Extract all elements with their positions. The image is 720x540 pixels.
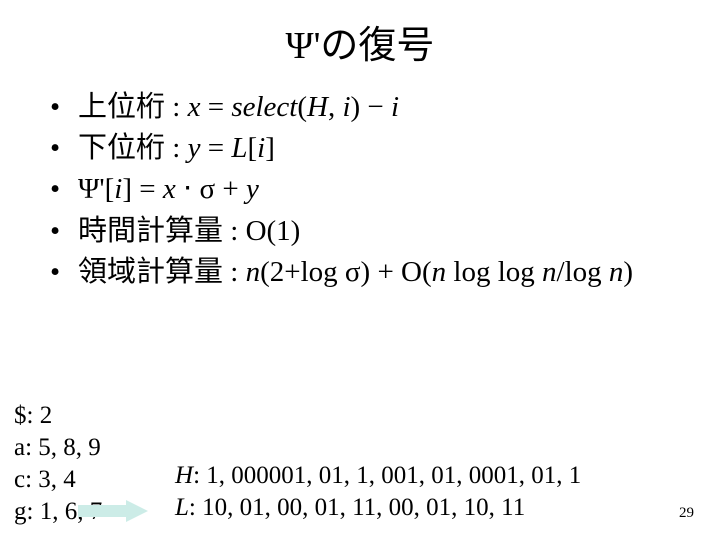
bullet-item: • 領域計算量 : n(2+log σ) + O(n log log n/log… — [50, 252, 710, 293]
h-encoding: H: 1, 000001, 01, 1, 001, 01, 0001, 01, … — [175, 460, 581, 492]
bullet-item: • 時間計算量 : O(1) — [50, 211, 710, 252]
arrow-icon — [78, 500, 148, 522]
title-text: Ψ'の復号 — [286, 25, 435, 67]
bullet-item: • 上位桁 : x = select(H, i) − i — [50, 87, 710, 128]
bullet-marker: • — [50, 252, 78, 293]
slide-title: Ψ'の復号 — [0, 0, 720, 87]
bullet-text: 領域計算量 : n(2+log σ) + O(n log log n/log n… — [78, 252, 710, 293]
bullet-marker: • — [50, 211, 78, 252]
bullet-marker: • — [50, 169, 78, 210]
index-line: c: 3, 4 — [14, 464, 102, 496]
l-encoding: L: 10, 01, 00, 01, 11, 00, 01, 10, 11 — [175, 492, 581, 524]
bullet-marker: • — [50, 128, 78, 169]
bullet-marker: • — [50, 87, 78, 128]
bullet-item: • 下位桁 : y = L[i] — [50, 128, 710, 169]
bullet-text: 上位桁 : x = select(H, i) − i — [78, 87, 710, 128]
encoding-block: H: 1, 000001, 01, 1, 001, 01, 0001, 01, … — [175, 460, 581, 524]
bullet-item: • Ψ'[i] = x ⋅ σ + y — [50, 169, 710, 210]
bullet-list: • 上位桁 : x = select(H, i) − i • 下位桁 : y =… — [0, 87, 720, 293]
bullet-text: 時間計算量 : O(1) — [78, 211, 710, 252]
index-line: $: 2 — [14, 400, 102, 432]
bullet-text: 下位桁 : y = L[i] — [78, 128, 710, 169]
page-number: 29 — [679, 505, 694, 522]
index-line: a: 5, 8, 9 — [14, 432, 102, 464]
bullet-text: Ψ'[i] = x ⋅ σ + y — [78, 169, 710, 210]
